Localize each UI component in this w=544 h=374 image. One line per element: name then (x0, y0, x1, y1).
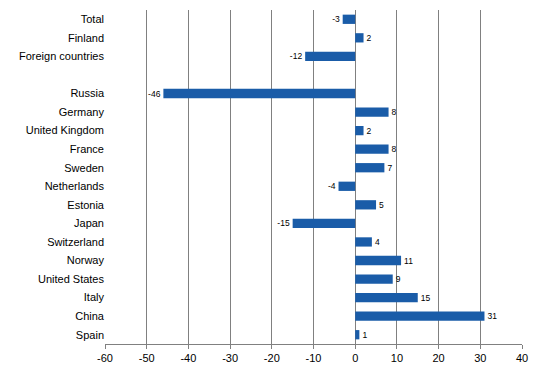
svg-text:31: 31 (487, 311, 497, 321)
svg-text:11: 11 (404, 256, 413, 266)
svg-text:1: 1 (362, 330, 367, 340)
svg-text:-46: -46 (148, 89, 161, 99)
svg-text:30: 30 (474, 352, 486, 364)
svg-text:Netherlands: Netherlands (45, 180, 105, 192)
svg-text:Germany: Germany (59, 106, 105, 118)
svg-text:France: France (70, 143, 104, 155)
svg-text:-20: -20 (264, 352, 280, 364)
svg-text:10: 10 (391, 352, 403, 364)
svg-text:-4: -4 (328, 181, 336, 191)
svg-text:-60: -60 (97, 352, 113, 364)
svg-text:Russia: Russia (70, 87, 105, 99)
svg-text:Sweden: Sweden (64, 162, 104, 174)
svg-text:Total: Total (81, 13, 104, 25)
svg-text:2: 2 (367, 126, 372, 136)
svg-text:China: China (75, 310, 105, 322)
svg-text:-40: -40 (180, 352, 196, 364)
svg-text:Norway: Norway (67, 254, 105, 266)
svg-text:-15: -15 (277, 218, 290, 228)
svg-text:-30: -30 (222, 352, 238, 364)
svg-text:40: 40 (516, 352, 528, 364)
svg-text:United Kingdom: United Kingdom (26, 124, 104, 136)
svg-text:Estonia: Estonia (67, 199, 105, 211)
svg-text:Italy: Italy (84, 291, 105, 303)
svg-text:2: 2 (367, 33, 372, 43)
svg-text:20: 20 (432, 352, 444, 364)
svg-text:8: 8 (392, 144, 397, 154)
svg-text:-12: -12 (290, 51, 303, 61)
svg-text:7: 7 (387, 163, 392, 173)
svg-text:-3: -3 (332, 14, 340, 24)
svg-text:15: 15 (421, 293, 431, 303)
svg-text:0: 0 (352, 352, 358, 364)
svg-text:Switzerland: Switzerland (47, 236, 104, 248)
svg-text:-50: -50 (139, 352, 155, 364)
svg-text:-10: -10 (306, 352, 322, 364)
svg-text:Japan: Japan (74, 217, 104, 229)
svg-text:9: 9 (396, 274, 401, 284)
svg-text:8: 8 (392, 107, 397, 117)
svg-text:Foreign countries: Foreign countries (19, 50, 104, 62)
svg-text:5: 5 (379, 200, 384, 210)
svg-text:United States: United States (38, 273, 105, 285)
svg-text:Finland: Finland (68, 32, 104, 44)
svg-text:Spain: Spain (76, 329, 104, 341)
svg-text:4: 4 (375, 237, 380, 247)
